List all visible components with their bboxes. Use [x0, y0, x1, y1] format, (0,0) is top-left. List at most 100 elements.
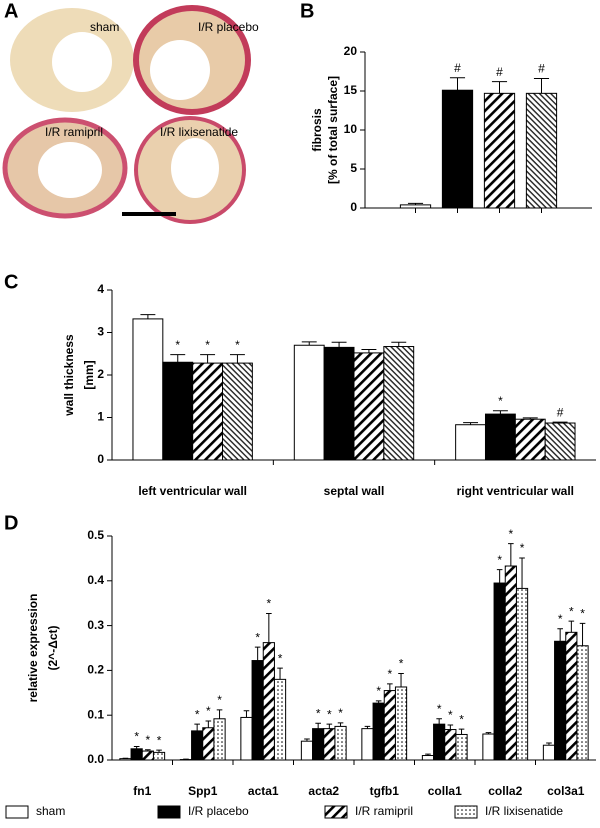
- y-tick-label: 0.2: [87, 663, 104, 677]
- legend-label: I/R ramipril: [355, 804, 413, 818]
- significance-marker: *: [195, 707, 200, 721]
- bar: [455, 733, 468, 761]
- bar: [482, 733, 495, 761]
- significance-marker: *: [388, 667, 393, 681]
- bar: [119, 758, 132, 761]
- bar: [383, 690, 396, 761]
- y-axis-label: [% of total surface]: [326, 76, 340, 184]
- y-tick-label: 15: [344, 83, 358, 97]
- error-bar: [425, 753, 431, 756]
- error-bar: [331, 341, 347, 348]
- x-tick-label: left ventricular wall: [138, 484, 247, 498]
- y-tick-label: 0.5: [87, 528, 104, 542]
- y-tick-label: 10: [344, 122, 358, 136]
- bar: [383, 346, 415, 461]
- significance-marker: *: [205, 338, 210, 352]
- y-axis-label: relative expression: [26, 594, 40, 703]
- legend-label: sham: [36, 804, 65, 818]
- x-tick-label: right ventricular wall: [457, 484, 574, 498]
- section-lumen: [171, 138, 219, 198]
- significance-marker: *: [327, 707, 332, 721]
- significance-marker: *: [146, 733, 151, 747]
- bar: [504, 565, 517, 761]
- bar: [565, 631, 578, 761]
- bar: [334, 725, 347, 761]
- significance-marker: *: [448, 708, 453, 722]
- bar: [484, 413, 516, 461]
- error-bar: [145, 749, 151, 752]
- bar: [542, 744, 556, 761]
- significance-marker: *: [558, 612, 563, 626]
- bar: [433, 723, 446, 761]
- error-bar: [266, 613, 272, 643]
- significance-marker: *: [278, 651, 283, 665]
- heart-sections: [2, 5, 251, 224]
- bar: [323, 728, 336, 761]
- error-bar: [485, 732, 492, 735]
- bar: [222, 362, 253, 461]
- error-bar: [449, 77, 466, 91]
- y-tick-label: 0.0: [87, 752, 104, 766]
- image-label: sham: [90, 20, 119, 34]
- bar: [323, 346, 355, 461]
- error-bar: [552, 421, 568, 424]
- section-lumen: [52, 32, 112, 92]
- y-axis-label: wall thickness: [62, 334, 76, 417]
- bar: [262, 642, 275, 761]
- significance-marker: *: [569, 604, 574, 618]
- y-tick-label: 20: [344, 44, 358, 58]
- bar: [514, 418, 546, 461]
- error-bar: [364, 725, 371, 729]
- significance-marker: *: [175, 338, 180, 352]
- error-bar: [398, 673, 404, 687]
- error-bar: [315, 722, 321, 729]
- panel-letter: D: [4, 512, 18, 534]
- bar: [554, 640, 567, 761]
- error-bar: [579, 622, 586, 646]
- significance-marker: *: [157, 733, 162, 747]
- y-tick-label: 4: [97, 282, 104, 296]
- error-bar: [156, 749, 162, 753]
- error-bar: [140, 314, 156, 319]
- image-label: I/R placebo: [198, 20, 259, 34]
- bar: [441, 89, 474, 209]
- section-lumen: [38, 142, 102, 198]
- error-bar: [375, 700, 382, 704]
- significance-marker: *: [316, 706, 321, 720]
- error-bar: [304, 738, 310, 742]
- image-label: I/R lixisenatide: [160, 125, 238, 139]
- bar: [132, 318, 164, 461]
- y-tick-label: 0: [97, 452, 104, 466]
- error-bar: [243, 710, 250, 718]
- significance-marker: *: [509, 527, 514, 541]
- error-bar: [301, 341, 317, 346]
- error-bar: [133, 746, 140, 749]
- panel-letter: B: [300, 0, 314, 22]
- y-tick-label: 0.3: [87, 618, 104, 632]
- significance-marker: *: [497, 553, 502, 567]
- error-bar: [216, 709, 223, 719]
- bar: [576, 645, 589, 761]
- legend-label: I/R placebo: [188, 804, 249, 818]
- legend-label: I/R lixisenatide: [485, 804, 563, 818]
- scale-bar: [122, 212, 176, 216]
- panel-letter: C: [4, 271, 18, 293]
- error-bar: [458, 728, 465, 735]
- error-bar: [170, 354, 186, 363]
- bar: [192, 362, 224, 461]
- bar: [399, 204, 432, 209]
- x-tick-label: colla2: [488, 784, 522, 798]
- y-tick-label: 0.4: [87, 573, 104, 587]
- y-axis-label: fibrosis: [310, 108, 324, 152]
- x-tick-label: septal wall: [324, 484, 385, 498]
- bar: [353, 352, 385, 461]
- bar: [293, 344, 325, 461]
- legend-swatch: [454, 805, 478, 819]
- x-tick-label: Spp1: [188, 784, 218, 798]
- y-axis-label: (2^-Δct): [46, 626, 60, 671]
- error-bar: [522, 417, 538, 420]
- legend-swatch: [324, 805, 348, 819]
- x-tick-label: col3a1: [547, 784, 585, 798]
- x-tick-label: acta2: [308, 784, 339, 798]
